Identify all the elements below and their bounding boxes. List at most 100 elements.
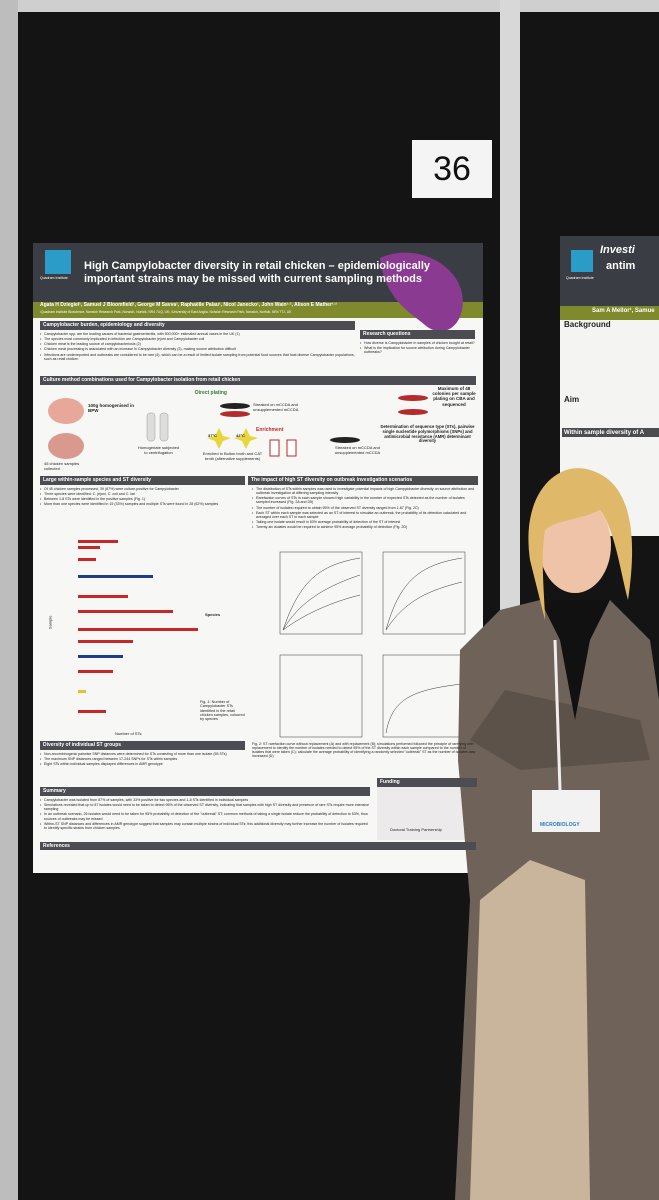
plate: [330, 437, 360, 443]
bullet-list: Campylobacter was isolated from 87% of s…: [40, 798, 370, 831]
neighbour-logo: [571, 250, 593, 272]
crossed-arms: [470, 690, 650, 770]
section-heading: Funding: [377, 778, 477, 787]
axis-label: Sample: [47, 615, 53, 630]
temp-burst: [234, 428, 258, 449]
tube: [159, 412, 169, 442]
flow-label: Enriched in Bolton broth and CAT broth (…: [202, 451, 263, 461]
decor: [380, 252, 463, 332]
affiliations: ¹Quadram Institute Bioscience, Norwich R…: [40, 310, 292, 314]
chicken-photo: [48, 433, 84, 459]
bullet: In an outbreak scenario, 26 isolates wou…: [40, 812, 370, 820]
figure-panels: [279, 551, 466, 738]
neighbour-authors: Sam A Mellor¹, Samue: [592, 308, 655, 314]
tube: [146, 412, 156, 442]
flow-label: Homogenate subjected to centrifugation: [137, 445, 180, 455]
badge: [532, 790, 600, 832]
logo: [45, 250, 71, 274]
board-number: 36: [433, 150, 471, 188]
section-heading: Diversity of individual ST groups: [40, 741, 245, 750]
neighbour-heading: [562, 428, 659, 437]
flow-label: Direct plating: [195, 390, 227, 396]
flow-label: 37°C: [208, 433, 217, 438]
section-heading: The impact of high ST diversity on outbr…: [248, 476, 478, 485]
flow-label: Maximum of 48 colonies per sample platin…: [432, 386, 476, 407]
bullet: Campylobacter was isolated from 87% of s…: [40, 798, 370, 802]
bullet: Twenty-six isolates would be required to…: [252, 525, 478, 529]
bottle: [286, 439, 297, 457]
trousers: [470, 860, 590, 1200]
section-heading: References: [40, 842, 476, 850]
bullet: The species most commonly implicated in …: [40, 337, 355, 341]
bar-chart-art: [78, 540, 198, 713]
chicken-photo: [48, 398, 84, 424]
flow-label: 42°C: [236, 433, 245, 438]
bullet: The number of isolates required to obtai…: [252, 506, 478, 510]
bullet: What is the implication for source attri…: [360, 346, 475, 354]
bullet: More than one species were identified in…: [40, 502, 245, 506]
bullet: Between 1-8 STs were identified in the p…: [40, 497, 245, 501]
neighbour-institute: Quadram Institute: [566, 276, 594, 280]
plate: [398, 409, 428, 415]
neighbour-title: Investi: [600, 244, 635, 256]
bullet-list: Of 45 chicken samples processed, 39 (87%…: [40, 487, 245, 508]
left-pole: [0, 0, 18, 1200]
bullet: Infections are underreported and outbrea…: [40, 353, 355, 361]
bullet-list: Non-recombinogenic pairwise SNP distance…: [40, 752, 245, 767]
flow-label: Enrichment: [256, 427, 284, 433]
top-frame: [0, 0, 659, 12]
poster-title: High Campylobacter diversity in retail c…: [84, 260, 431, 285]
bullet: Rarefaction curves of STs in each sample…: [252, 496, 478, 504]
bullet: Simulations revealed that up to 87 isola…: [40, 803, 370, 811]
neighbour-title: antim: [606, 260, 636, 272]
bullet: Taking one isolate would result in 53% a…: [252, 520, 478, 524]
bullet: Three species were identified: C. jejuni…: [40, 492, 245, 496]
bullet: Chicken meat processing is associated wi…: [40, 347, 355, 351]
lanyard-text: MICROBIOLOGY: [540, 822, 580, 828]
hair: [528, 468, 633, 620]
bullet-list: Campylobacter spp. are the leading cause…: [40, 332, 355, 362]
bullet: The distribution of STs within samples w…: [252, 487, 478, 495]
bullet: Of 45 chicken samples processed, 39 (87%…: [40, 487, 245, 491]
caption: Fig. 2: ST rarefaction curve without rep…: [252, 742, 476, 759]
flow-label: Determination of sequence type (STs), pa…: [380, 424, 475, 444]
bullet: Chicken meat is the leading source of ca…: [40, 342, 355, 346]
section-heading: Summary: [40, 787, 370, 796]
bullet: Campylobacter spp. are the leading cause…: [40, 332, 355, 336]
bullet: How diverse is Campylobacter in samples …: [360, 341, 475, 345]
flow-label: Streaked on mCCDA and unsupplemented mCC…: [334, 445, 381, 455]
bullet-list: The distribution of STs within samples w…: [252, 487, 478, 530]
neighbour-heading: Within sample diversity of A: [564, 430, 645, 436]
bullet: Eight STs within individual samples disp…: [40, 762, 245, 766]
bottle: [269, 439, 280, 457]
temp-burst: [207, 428, 231, 449]
plate: [220, 411, 250, 417]
authors: Agata H Dziegiel¹, Samuel J Bloomfield¹,…: [40, 302, 337, 308]
section-heading: Campylobacter burden, epidemiology and d…: [40, 321, 355, 330]
neighbour-heading: Background: [564, 320, 611, 329]
neighbour-band: [560, 306, 659, 320]
flow-label: 45 chicken samples collected: [44, 461, 80, 471]
axis-label: Number of STs: [115, 731, 142, 736]
bullet: The maximum SNP distances ranged between…: [40, 757, 245, 761]
section-heading: Culture method combinations used for Cam…: [40, 376, 476, 385]
author-band: [33, 302, 483, 318]
flow-label: Streaked on mCCDA and unsupplemented mCC…: [253, 402, 299, 412]
bullet: Non-recombinogenic pairwise SNP distance…: [40, 752, 245, 756]
funding-box: [377, 778, 477, 840]
institute: Quadram Institute: [40, 276, 68, 280]
legend-title: Species: [205, 612, 221, 617]
bullet: Within-ST SNP distances and differences …: [40, 822, 370, 830]
number-card: [412, 140, 492, 198]
top: [540, 600, 610, 720]
bullet-list: How diverse is Campylobacter in samples …: [360, 341, 475, 355]
bullet: Each ST within each sample was selected …: [252, 511, 478, 519]
section-heading: Large within-sample species and ST diver…: [40, 476, 245, 485]
caption: Fig. 1: Number of Campylobacter STs iden…: [200, 700, 245, 722]
section-heading: Research questions: [360, 330, 475, 339]
flow-label: 100g homogenised in BPW: [88, 403, 135, 414]
neighbour-heading: Aim: [564, 395, 580, 404]
plate: [398, 395, 428, 401]
